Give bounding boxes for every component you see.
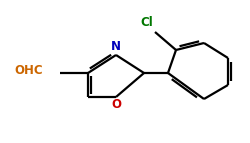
Text: N: N [110,40,120,53]
Text: OHC: OHC [14,63,42,77]
Text: O: O [110,98,120,111]
Text: Cl: Cl [140,16,153,29]
